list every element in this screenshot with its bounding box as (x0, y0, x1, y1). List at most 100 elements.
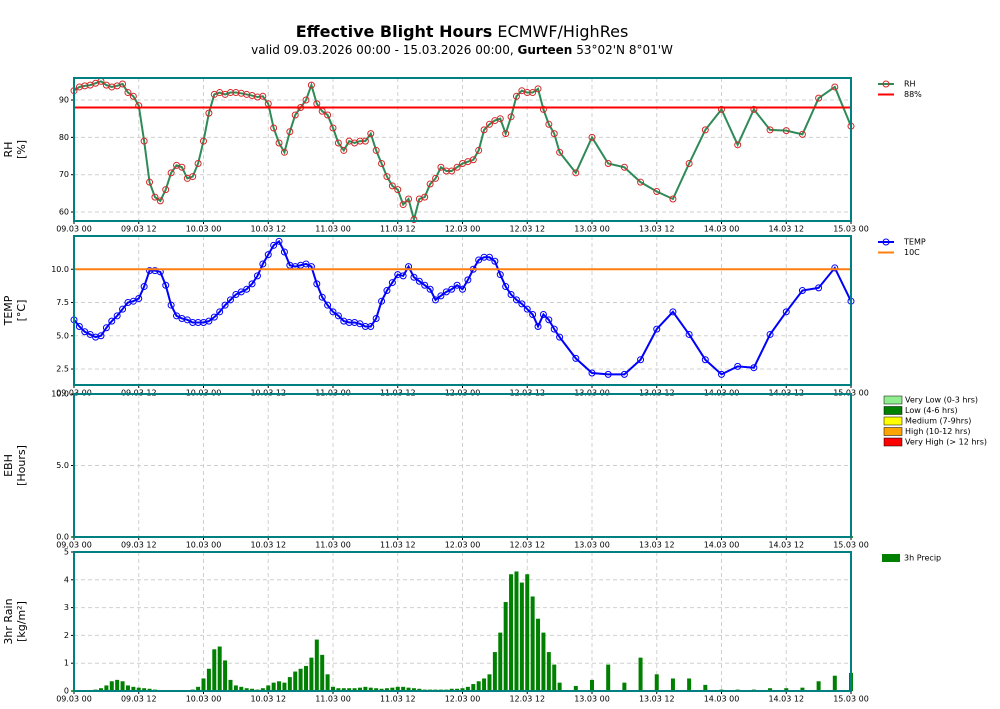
x-tick-label: 09.03 12 (121, 541, 157, 550)
data-point (226, 89, 234, 97)
data-point (356, 137, 364, 145)
x-tick-label: 13.03 00 (574, 541, 610, 550)
data-point (426, 285, 434, 293)
bar (530, 596, 535, 691)
data-point (453, 163, 461, 171)
legend-label: 3h Precip (904, 554, 941, 563)
data-point (378, 297, 386, 305)
x-tick-label: 11.03 12 (380, 695, 416, 704)
x-tick-label: 13.03 12 (639, 225, 675, 234)
y-tick-label: 0.0 (56, 533, 69, 542)
data-point (264, 251, 272, 259)
bar (768, 688, 773, 691)
legend-swatch (883, 406, 903, 415)
data-point (324, 111, 332, 119)
data-point (216, 308, 224, 316)
data-point (388, 279, 396, 287)
x-tick-label: 12.03 12 (509, 695, 545, 704)
title-rest: ECMWF/HighRes (497, 22, 628, 41)
legend-label: 10C (904, 248, 920, 257)
data-point (286, 128, 294, 136)
x-tick-label: 09.03 00 (56, 695, 92, 704)
data-point (653, 325, 661, 333)
bar (784, 688, 789, 691)
y-tick-label: 2 (64, 631, 69, 640)
data-point (459, 285, 466, 293)
data-point (388, 182, 396, 190)
bar (503, 602, 508, 691)
chart-subtitle: valid 09.03.2026 00:00 - 15.03.2026 00:0… (251, 43, 673, 57)
subtitle-dates: valid 09.03.2026 00:00 - 15.03.2026 00:0… (251, 43, 514, 57)
data-point (194, 318, 202, 326)
bar (525, 574, 530, 691)
x-tick-label: 10.03 12 (250, 541, 286, 550)
data-point (151, 193, 159, 201)
bar (147, 688, 152, 691)
data-point (318, 293, 326, 301)
bar (136, 687, 141, 691)
bar (314, 639, 319, 691)
y-axis-label: RH (2, 142, 15, 158)
bar (417, 688, 422, 691)
bar (142, 688, 147, 691)
y-axis-label: TEMP (2, 295, 15, 326)
data-point (448, 167, 456, 175)
subtitle-place: Gurteen (517, 43, 572, 57)
bar (395, 686, 400, 691)
y-axis-label: EBH (2, 454, 15, 477)
y-axis-label: [Hours] (15, 445, 28, 486)
plot-frame (73, 393, 852, 538)
data-point (243, 285, 251, 293)
bar (104, 685, 109, 691)
bar (471, 684, 476, 691)
data-point (480, 126, 488, 134)
subtitle-coords: 53°02'N 8°01'W (576, 43, 673, 57)
data-point (502, 283, 510, 291)
data-point (512, 296, 520, 304)
data-point (798, 130, 806, 138)
x-tick-label: 14.03 12 (768, 225, 804, 234)
y-tick-label: 0 (64, 687, 69, 696)
legend-label: TEMP (903, 238, 926, 247)
data-point (604, 370, 612, 378)
y-tick-label: 5 (64, 548, 69, 557)
data-point (259, 260, 267, 268)
plot-area (72, 571, 853, 692)
data-point (464, 276, 472, 284)
data-point (146, 267, 154, 275)
bar (293, 671, 298, 691)
y-tick-label: 5.0 (56, 331, 69, 340)
data-point (556, 148, 564, 156)
data-point (448, 285, 456, 293)
x-tick-label: 14.03 12 (768, 695, 804, 704)
bar (131, 686, 136, 691)
x-tick-label: 11.03 00 (315, 225, 351, 234)
bar (271, 682, 276, 691)
data-point (205, 109, 213, 117)
data-point (766, 126, 774, 134)
x-tick-label: 10.03 00 (186, 541, 222, 550)
data-point (437, 292, 445, 300)
data-point (156, 197, 164, 205)
data-point (426, 180, 434, 188)
bar (654, 674, 659, 691)
bar (703, 684, 708, 691)
x-tick-label: 15.03 00 (833, 541, 869, 550)
bar (687, 678, 692, 691)
data-line (73, 80, 852, 224)
data-point (232, 89, 240, 97)
bar (411, 688, 416, 691)
bar (196, 686, 201, 691)
data-point (394, 186, 402, 194)
data-point (399, 272, 407, 280)
data-point (313, 280, 321, 288)
data-point (119, 305, 127, 313)
data-point (253, 272, 261, 280)
data-point (135, 295, 143, 303)
legend-marker (882, 238, 890, 246)
data-point (534, 85, 542, 93)
y-tick-label: 4 (64, 575, 69, 584)
data-point (367, 322, 375, 330)
y-tick-label: 1 (64, 659, 69, 668)
y-tick-label: 90 (59, 96, 69, 105)
